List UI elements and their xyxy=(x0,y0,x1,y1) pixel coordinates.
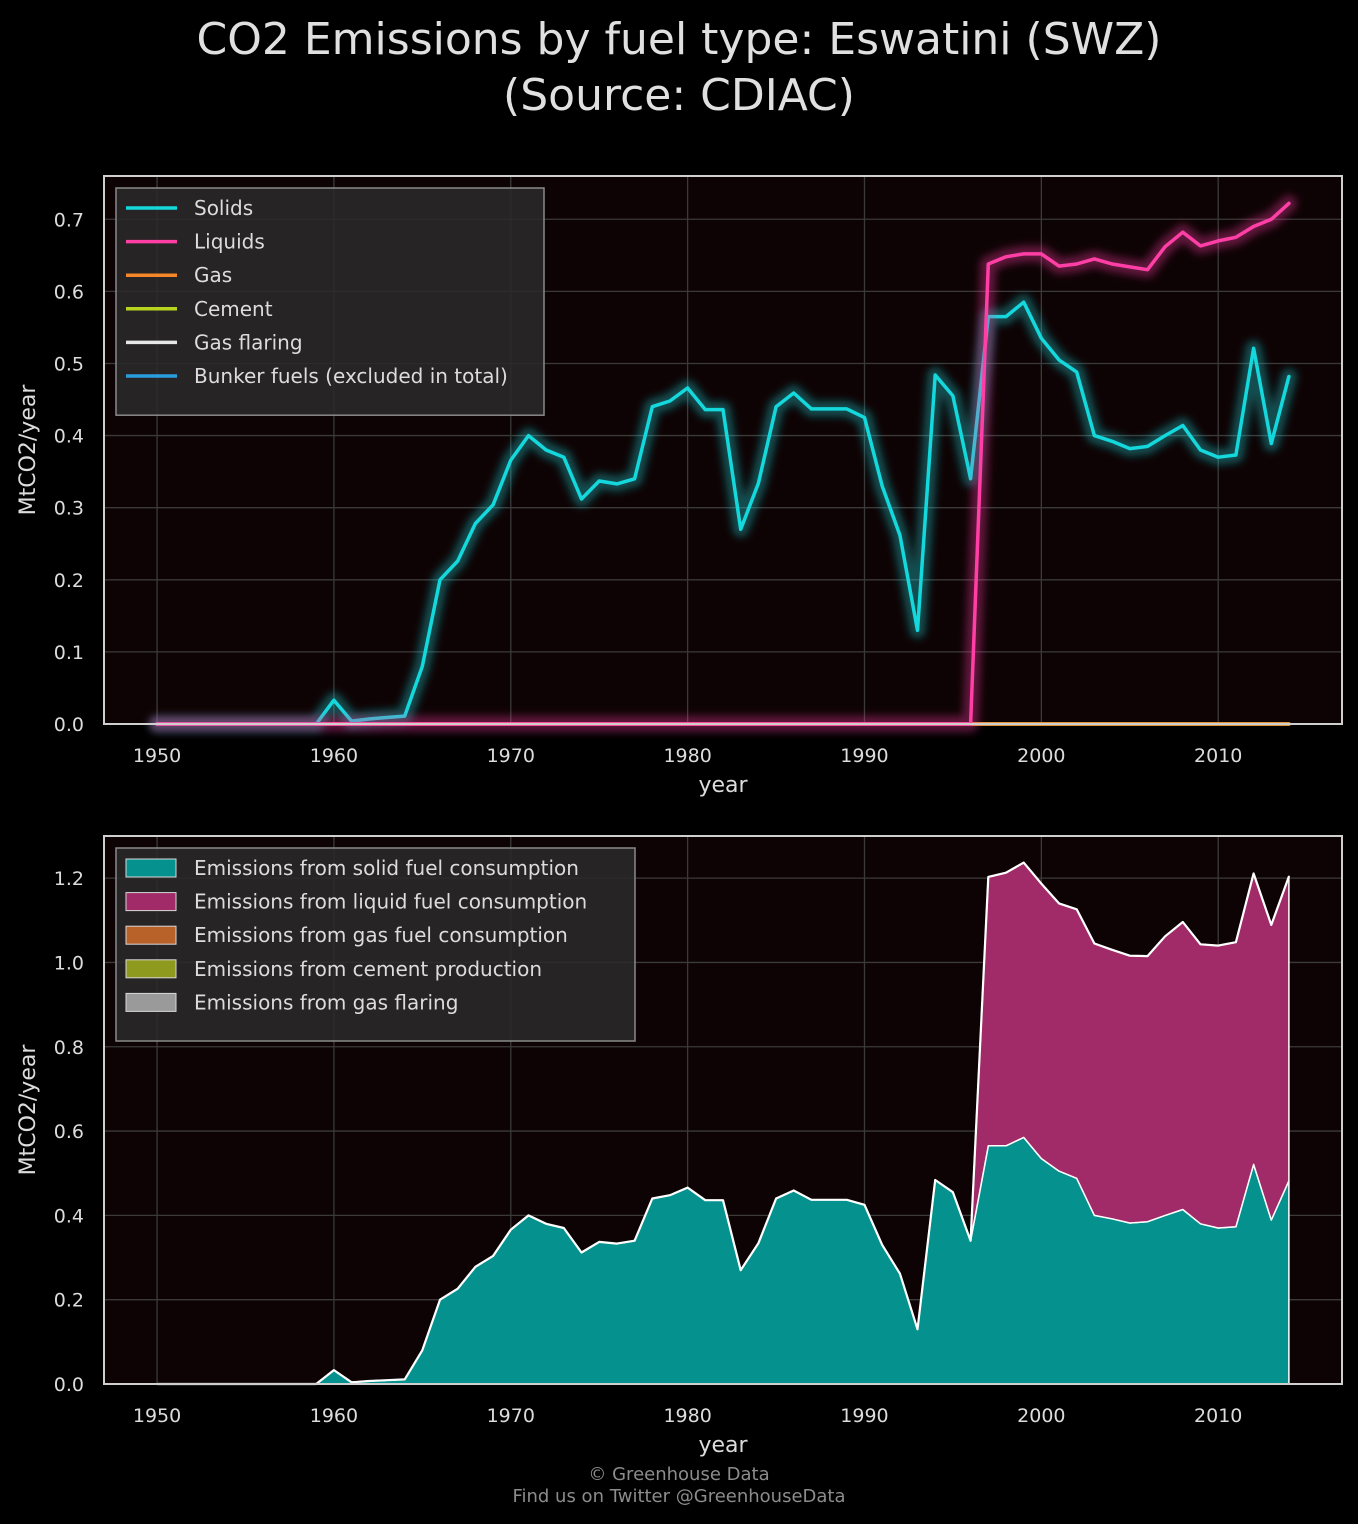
legend-entry: Liquids xyxy=(194,230,265,254)
legend-box xyxy=(115,187,545,416)
y-axis-label: MtCO2/year xyxy=(16,384,41,516)
footer-twitter: Find us on Twitter @GreenhouseData xyxy=(512,1486,846,1507)
y-tick-label: 0.4 xyxy=(54,426,84,448)
legend-entry: Solids xyxy=(194,196,253,220)
y-tick-label: 0.0 xyxy=(54,714,84,736)
y-axis-label: MtCO2/year xyxy=(16,1044,41,1176)
legend-entry: Gas xyxy=(194,263,232,287)
plot-frame xyxy=(103,175,1343,725)
legend-entry: Emissions from cement production xyxy=(194,957,542,981)
y-tick-label: 1.2 xyxy=(54,868,84,890)
y-tick-label: 0.2 xyxy=(54,1290,84,1312)
chart-title-line-2: (Source: CDIAC) xyxy=(503,70,855,121)
x-tick-label: 1970 xyxy=(487,1405,535,1427)
legend-entry: Emissions from liquid fuel consumption xyxy=(194,890,587,914)
x-tick-label: 2000 xyxy=(1017,745,1065,767)
legend-swatch xyxy=(125,992,177,1012)
legend-swatch xyxy=(125,959,177,979)
y-tick-label: 0.6 xyxy=(54,281,84,303)
x-tick-label: 1980 xyxy=(663,745,711,767)
x-axis-label: year xyxy=(698,773,748,798)
x-tick-label: 2010 xyxy=(1194,745,1242,767)
legend-entry: Gas flaring xyxy=(194,330,303,354)
legend-swatch xyxy=(125,925,177,945)
x-tick-label: 1990 xyxy=(840,745,888,767)
x-tick-label: 1990 xyxy=(840,1405,888,1427)
legend: Solids Liquids Gas Cement Gas flaring Bunker … xyxy=(115,187,545,416)
legend-entry: Cement xyxy=(194,297,273,321)
x-tick-label: 2010 xyxy=(1194,1405,1242,1427)
legend-entry: Bunker fuels (excluded in total) xyxy=(194,364,508,388)
plot-frame xyxy=(103,835,1343,1385)
legend-entry: Emissions from solid fuel consumption xyxy=(194,856,579,880)
x-tick-label: 1960 xyxy=(310,745,358,767)
legend: Emissions from solid fuel consumption Emi… xyxy=(115,847,636,1042)
x-tick-label: 1950 xyxy=(133,745,181,767)
y-tick-label: 0.3 xyxy=(54,498,84,520)
y-tick-label: 0.8 xyxy=(54,1037,84,1059)
stacked-area-chart-panel: 1950 1960 1970 1980 1990 2000 2010 0.0 0.2 0.4 0.6… xyxy=(16,835,1343,1458)
x-tick-label: 2000 xyxy=(1017,1405,1065,1427)
y-tick-label: 0.4 xyxy=(54,1205,84,1227)
y-tick-label: 0.7 xyxy=(54,209,84,231)
x-tick-label: 1980 xyxy=(663,1405,711,1427)
legend-entry: Emissions from gas fuel consumption xyxy=(194,923,568,947)
chart-title-line-1: CO2 Emissions by fuel type: Eswatini (SW… xyxy=(196,14,1162,65)
y-tick-label: 0.5 xyxy=(54,353,84,375)
x-tick-label: 1950 xyxy=(133,1405,181,1427)
x-tick-label: 1960 xyxy=(310,1405,358,1427)
x-axis-label: year xyxy=(698,1433,748,1458)
line-chart-panel: 1950 1960 1970 1980 1990 2000 2010 0.0 0.1 0.2 0.3… xyxy=(16,175,1343,798)
y-tick-label: 0.0 xyxy=(54,1374,84,1396)
y-tick-label: 1.0 xyxy=(54,952,84,974)
x-tick-label: 1970 xyxy=(487,745,535,767)
y-tick-label: 0.6 xyxy=(54,1121,84,1143)
legend-swatch xyxy=(125,892,177,912)
y-tick-label: 0.1 xyxy=(54,642,84,664)
legend-swatch xyxy=(125,858,177,878)
series-line-solids xyxy=(155,300,1291,726)
y-tick-label: 0.2 xyxy=(54,570,84,592)
legend-box xyxy=(115,847,636,1042)
legend-entry: Emissions from gas flaring xyxy=(194,990,458,1014)
total-outline xyxy=(157,861,1290,1386)
footer-copyright: © Greenhouse Data xyxy=(588,1464,770,1485)
